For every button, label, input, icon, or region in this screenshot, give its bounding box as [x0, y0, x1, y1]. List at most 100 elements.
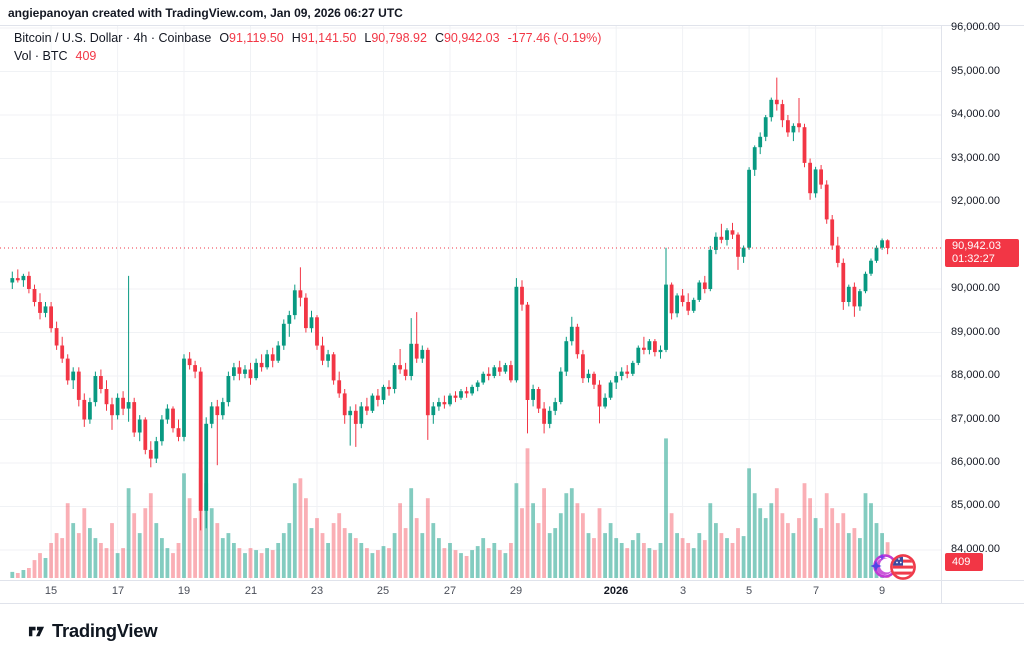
candle-body [730, 230, 735, 235]
volume-bar [558, 513, 563, 578]
volume-bar [209, 508, 214, 578]
volume-bar [43, 558, 48, 578]
time-scale[interactable]: 15 17 19 21 23 25 27 29 2026 3 5 7 9 [0, 581, 941, 603]
tradingview-logo-icon [28, 626, 45, 636]
candle-body [525, 304, 530, 400]
candle-body [553, 402, 558, 411]
candle-body [752, 147, 757, 170]
volume-bar [653, 550, 657, 578]
candle-body [287, 315, 292, 324]
candle-body [841, 262, 846, 302]
time-axis-label: 23 [310, 585, 324, 597]
last-price-badge: 90,942.03 01:32:27 [945, 239, 1019, 267]
candle-body [143, 419, 148, 450]
time-axis-label: 15 [44, 585, 58, 597]
time-axis-label: 29 [509, 585, 523, 597]
volume-bar [564, 493, 569, 578]
volume-bar [808, 498, 812, 578]
volume-bar [858, 538, 862, 578]
volume-bar [193, 518, 197, 578]
volume-bar [747, 468, 751, 578]
volume-bar [642, 543, 646, 578]
emoji-stickers[interactable] [866, 549, 920, 585]
dizzy-star-emoji-sticker[interactable] [870, 553, 897, 578]
candle-body [786, 120, 790, 133]
volume-bar [874, 523, 879, 578]
candle-body [420, 349, 425, 359]
volume-bar [470, 550, 474, 578]
candle-body [209, 406, 214, 424]
candle-body [71, 371, 76, 381]
us-flag-emoji-sticker[interactable] [890, 554, 916, 580]
volume-bar [27, 568, 31, 578]
candle-body [858, 291, 862, 307]
chart-legend: Bitcoin / U.S. Dollar · 4h · Coinbase O91… [14, 29, 601, 65]
volume-bar [65, 503, 70, 578]
volume-bar [536, 523, 541, 578]
candle-body [569, 326, 574, 342]
volume-bar [38, 553, 42, 578]
price-axis-label: 93,000.00 [951, 152, 1000, 164]
candle-body [132, 402, 137, 433]
candle-body [503, 365, 508, 372]
candle-body [309, 317, 314, 329]
candle-body [353, 410, 358, 424]
candle-body [592, 373, 596, 385]
candle-body [780, 104, 785, 121]
volume-bar [852, 528, 857, 578]
volume-bar [431, 523, 436, 578]
volume-bar [171, 553, 175, 578]
candle-body [564, 341, 569, 372]
candle-body [337, 380, 342, 394]
volume-bar [182, 473, 186, 578]
candle-body [232, 367, 236, 376]
candle-body [104, 389, 109, 405]
volume-bar [658, 543, 663, 578]
volume-bar [697, 533, 702, 578]
candle-body [653, 341, 657, 353]
volume-bar [226, 533, 231, 578]
volume-bar [486, 548, 491, 578]
candle-body [270, 354, 275, 361]
candle-body [38, 302, 42, 313]
volume-bar [270, 550, 275, 578]
volume-bar [464, 556, 469, 578]
candle-body [697, 282, 702, 300]
volume-bar [514, 483, 519, 578]
candle-body [10, 278, 15, 283]
candle-body [292, 290, 297, 316]
candle-body [176, 428, 181, 437]
volume-bar [409, 488, 414, 578]
candle-body [608, 382, 613, 398]
volume-bar [115, 553, 120, 578]
volume-bar [830, 508, 835, 578]
volume-bar [320, 533, 325, 578]
candle-body [198, 371, 203, 511]
volume-bar [442, 548, 447, 578]
candle-body [165, 408, 170, 420]
candle-body [304, 297, 308, 329]
volume-bar [165, 548, 170, 578]
candle-body [597, 384, 602, 407]
volume-bar [259, 553, 264, 578]
open-value: 91,119.50 [229, 31, 284, 45]
volume-bar [630, 540, 635, 578]
candle-body [835, 245, 840, 263]
volume-bar [597, 508, 602, 578]
volume-badge: 409 [945, 553, 983, 571]
volume-bar [863, 493, 868, 578]
volume-bar [99, 543, 103, 578]
tradingview-logo[interactable]: TradingView [28, 620, 158, 642]
volume-bar [276, 543, 281, 578]
volume-bar [475, 546, 480, 578]
time-axis-label: 2026 [603, 585, 629, 597]
time-axis-label: 5 [745, 585, 753, 597]
candle-body [863, 273, 868, 292]
candle-body [808, 162, 812, 194]
candle-body [331, 354, 336, 381]
candle-body [387, 386, 391, 390]
price-scale[interactable]: 96,000.00 95,000.00 94,000.00 93,000.00 92,0… [945, 0, 1024, 604]
candle-body [813, 169, 818, 194]
volume-bar [93, 538, 98, 578]
